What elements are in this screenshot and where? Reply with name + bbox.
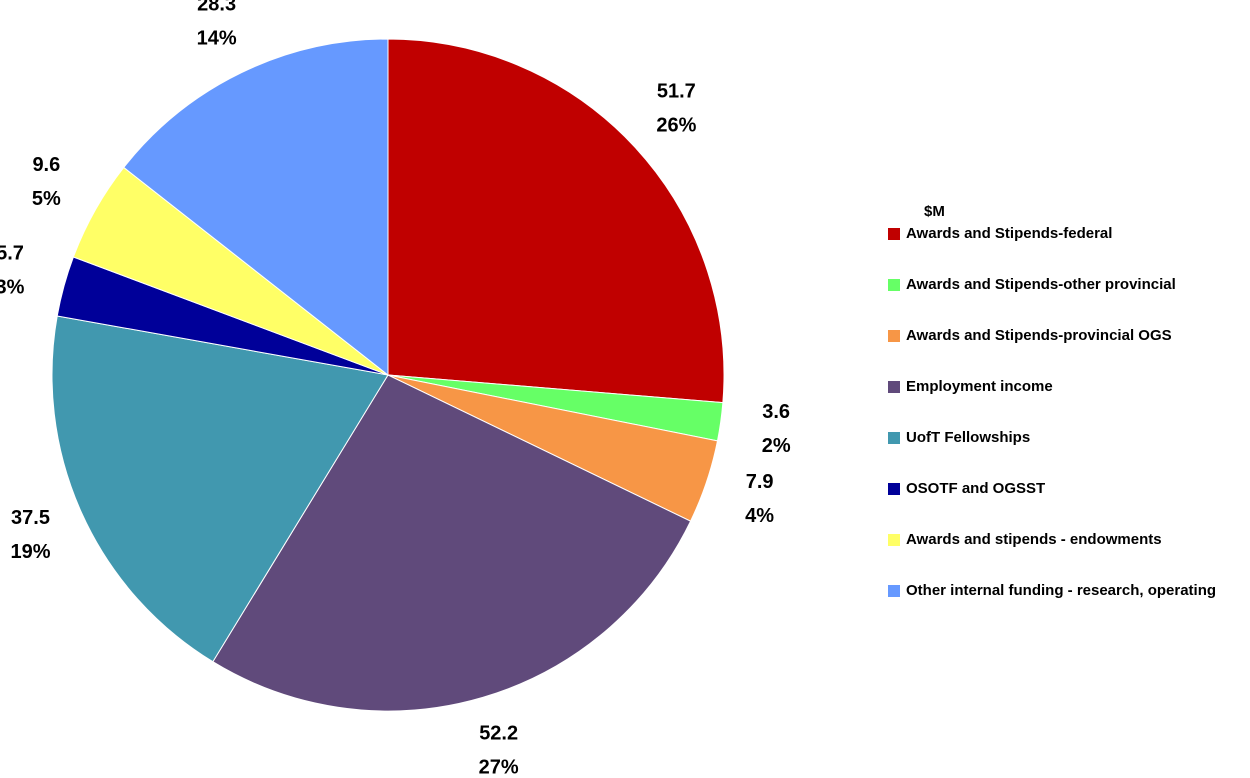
value-label: 5.7 bbox=[0, 243, 24, 265]
pie-slice bbox=[387, 38, 725, 404]
legend-swatch bbox=[888, 381, 900, 393]
legend-label: Awards and Stipends-other provincial bbox=[906, 276, 1176, 293]
percent-label: 3% bbox=[0, 277, 25, 299]
legend-label: OSOTF and OGSST bbox=[906, 480, 1046, 497]
legend-swatch bbox=[888, 432, 900, 444]
legend-label: Awards and Stipends-federal bbox=[906, 225, 1113, 242]
value-label: 7.9 bbox=[746, 471, 774, 493]
legend-item: Employment income bbox=[888, 377, 1238, 428]
percent-label: 27% bbox=[479, 756, 519, 778]
legend-title: $M bbox=[924, 203, 945, 220]
pie-slice bbox=[212, 374, 692, 712]
legend: $M Awards and Stipends-federal Awards and… bbox=[888, 200, 1238, 632]
percent-label: 5% bbox=[32, 188, 61, 210]
legend-label: Other internal funding - research, opera… bbox=[906, 582, 1217, 599]
legend-label: Awards and stipends - endowments bbox=[906, 531, 1162, 548]
legend-swatch bbox=[888, 534, 900, 546]
percent-label: 2% bbox=[762, 435, 791, 457]
legend-item: OSOTF and OGSST bbox=[888, 479, 1238, 530]
percent-label: 19% bbox=[11, 541, 51, 563]
legend-label: UofT Fellowships bbox=[906, 429, 1031, 446]
legend-item: Awards and Stipends-other provincial bbox=[888, 275, 1238, 326]
legend-swatch bbox=[888, 483, 900, 495]
legend-label: Awards and Stipends-provincial OGS bbox=[906, 327, 1172, 344]
legend-swatch bbox=[888, 330, 900, 342]
legend-item: Other internal funding - research, opera… bbox=[888, 581, 1238, 632]
pie-slice bbox=[123, 38, 389, 377]
value-label: 51.7 bbox=[657, 81, 696, 103]
legend-item: UofT Fellowships bbox=[888, 428, 1238, 479]
value-label: 37.5 bbox=[11, 507, 50, 529]
pie-slice bbox=[51, 315, 389, 663]
value-label: 52.2 bbox=[479, 722, 518, 744]
value-label: 28.3 bbox=[197, 0, 236, 16]
value-label: 9.6 bbox=[32, 154, 60, 176]
legend-item: Awards and stipends - endowments bbox=[888, 530, 1238, 581]
legend-swatch bbox=[888, 228, 900, 240]
percent-label: 4% bbox=[745, 505, 774, 527]
legend-item: Awards and Stipends-provincial OGS bbox=[888, 326, 1238, 377]
value-label: 3.6 bbox=[762, 401, 790, 423]
chart: 51.7 26% 3.6 2% 7.9 4% 52.2 27% 37.5 19% 5.7 3% 9.6 5… bbox=[0, 0, 791, 778]
legend-swatch bbox=[888, 279, 900, 291]
legend-label: Employment income bbox=[906, 378, 1053, 395]
legend-item: Awards and Stipends-federal bbox=[888, 224, 1238, 275]
legend-swatch bbox=[888, 585, 900, 597]
percent-label: 14% bbox=[197, 28, 237, 50]
percent-label: 26% bbox=[656, 115, 696, 137]
